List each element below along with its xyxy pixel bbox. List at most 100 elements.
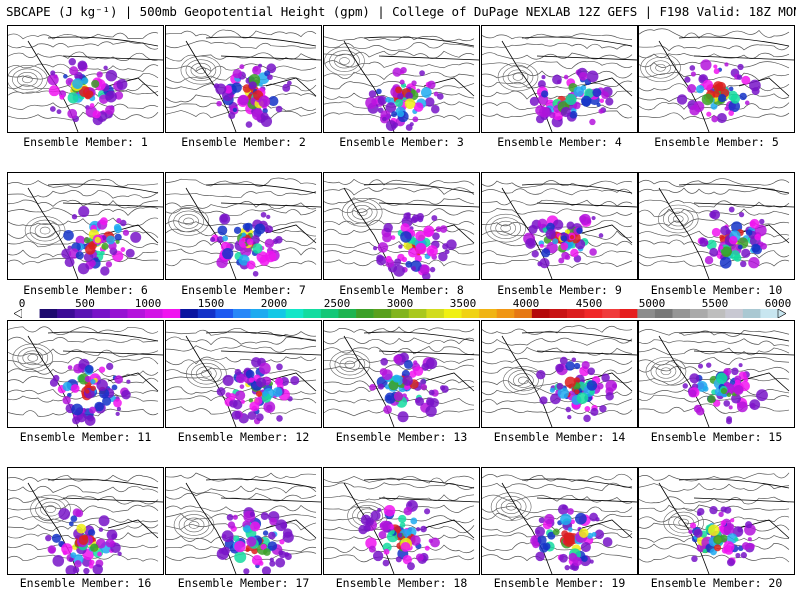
low-contour [178,514,210,536]
cape-shading [269,517,277,526]
cape-shading [592,88,602,98]
low-contour [344,360,356,369]
cape-shading [267,541,278,551]
cape-shading [741,542,750,550]
coastline [343,331,479,427]
ensemble-member-map [638,320,795,428]
cape-shading [238,94,249,106]
cape-shading [240,399,245,404]
cape-shading [45,534,52,542]
cape-shading [587,367,596,376]
low-contour [329,50,360,72]
cape-shading [125,248,135,258]
cape-shading [258,362,271,375]
cape-shading [539,258,550,269]
cape-shading [690,71,696,77]
cape-shading [378,531,387,539]
ensemble-member-label: Ensemble Member: 15 [650,430,783,444]
cape-shading [365,517,374,526]
cape-shading [714,544,722,552]
cape-shading [415,230,426,242]
cape-shading [379,520,391,532]
cape-shading [741,248,751,258]
cape-shading [278,550,287,559]
cape-shading [252,270,259,277]
height-contour [482,80,633,89]
ensemble-member-map [481,320,638,428]
cape-shading [586,219,592,224]
cape-shading [605,380,618,392]
low-contour [490,217,522,239]
colorbar-swatch [109,309,128,318]
cape-shading [397,411,409,423]
height-contour [8,474,159,483]
cape-shading [531,250,539,258]
ensemble-member-map [7,320,164,428]
cape-shading [391,111,398,118]
cape-shading [245,121,253,128]
cape-shading [571,357,577,363]
cape-shading [756,389,768,402]
colorbar-swatch [215,309,234,318]
ensemble-member-label: Ensemble Member: 12 [177,430,310,444]
cape-shading [726,558,735,567]
cape-shading [723,400,731,407]
cape-shading [706,362,712,368]
cape-shading [238,254,250,266]
cape-shading [111,533,117,540]
sbcape-map [482,325,637,427]
cape-shading [228,393,236,401]
cape-shading [731,367,739,376]
coastline [27,331,163,427]
cape-shading [260,512,269,521]
colorbar-swatch [760,309,779,318]
cape-shading [713,64,718,69]
cape-shading [739,92,747,101]
cape-shading [574,512,587,525]
cape-shading [376,88,382,95]
cape-shading [262,530,269,536]
height-contour [482,180,633,189]
cape-shading [693,528,703,538]
cape-shading [578,72,588,81]
cape-shading [373,246,378,251]
height-contour [166,191,317,198]
low-contour [497,62,539,92]
cape-shading [749,218,760,229]
cape-shading [420,378,427,385]
cape-shading [720,225,730,236]
low-contour [183,217,194,226]
cape-shading [598,108,604,114]
cape-shading [549,112,556,119]
cape-shading [719,256,732,269]
cape-shading [549,387,555,393]
cape-shading [719,245,724,250]
cape-shading [262,108,268,114]
cape-shading [429,266,436,273]
low-contour [196,366,217,382]
cape-shading [726,523,735,531]
cape-shading [414,254,422,263]
cape-shading [544,513,555,525]
height-contour [166,177,317,187]
cape-shading [380,357,389,366]
cape-shading [403,506,413,516]
cape-shading [564,564,570,571]
low-contour [190,62,212,78]
low-contour [663,508,704,537]
height-contour [639,366,790,374]
cape-shading [393,391,404,401]
cape-shading [275,105,283,113]
cape-shading [222,374,234,386]
cape-shading [233,535,240,542]
sbcape-map [639,178,794,279]
cape-shading [738,363,743,368]
cape-shading [62,396,71,405]
cape-shading [595,517,600,522]
low-contour [27,354,39,362]
cape-shading [446,239,457,250]
cape-shading [552,109,564,121]
ensemble-member-map [7,25,164,133]
ensemble-member-map [165,25,322,133]
ensemble-member-label: Ensemble Member: 16 [19,576,152,590]
